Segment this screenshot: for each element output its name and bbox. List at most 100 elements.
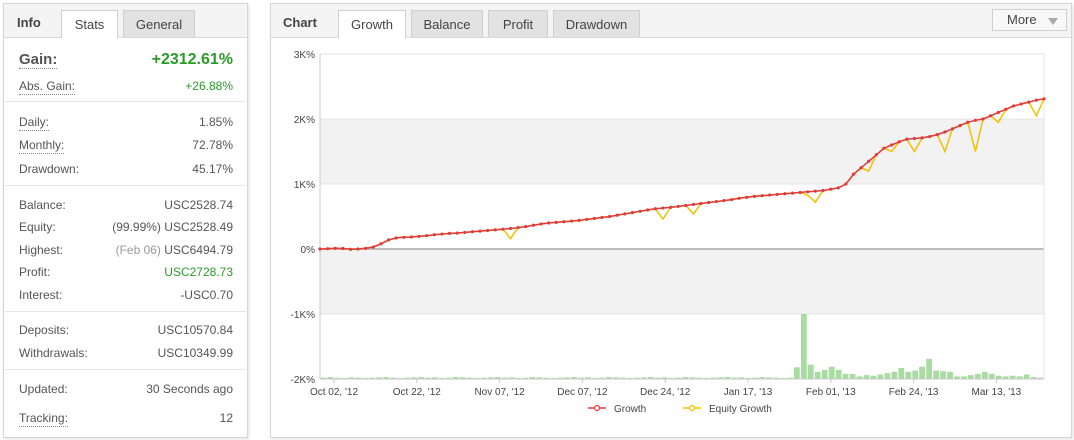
growth-point — [668, 205, 673, 209]
daily-bar — [849, 373, 856, 379]
daily-bar — [814, 371, 821, 379]
x-tick-label: Dec 07, '12 — [557, 387, 608, 398]
growth-point — [844, 182, 848, 186]
growth-point — [531, 223, 535, 227]
growth-point — [829, 187, 833, 191]
tab-stats[interactable]: Stats — [61, 10, 118, 38]
growth-point — [966, 120, 970, 124]
daily-bar — [640, 377, 647, 379]
abs-gain-row: Abs. Gain: +26.88% — [19, 78, 233, 95]
growth-point — [569, 219, 574, 223]
growth-point — [539, 222, 543, 226]
growth-point — [882, 146, 886, 150]
highest-value-group: (Feb 06) USC6494.79 — [116, 242, 233, 258]
balance-value: USC2528.74 — [164, 198, 233, 212]
y-tick-label: 3K% — [294, 50, 315, 61]
divider — [5, 369, 246, 370]
equity-percent: (99.99%) — [112, 220, 161, 234]
growth-point — [653, 207, 657, 211]
equity-row: Equity: (99.99%) USC2528.49 — [19, 219, 233, 235]
daily-bar — [863, 375, 870, 379]
growth-point — [592, 216, 596, 221]
daily-bar — [842, 373, 849, 379]
growth-point — [859, 166, 863, 170]
legend-equity-growth-marker — [688, 404, 696, 412]
legend-growth-label: Growth — [614, 404, 646, 415]
growth-point — [333, 246, 337, 250]
daily-bar — [968, 375, 974, 379]
daily-bar — [912, 370, 919, 379]
interest-value: -USC0.70 — [180, 288, 233, 302]
growth-point — [646, 208, 650, 212]
growth-point — [737, 196, 741, 200]
daily-bar — [411, 377, 417, 379]
daily-bar — [682, 377, 689, 379]
growth-point — [547, 221, 551, 225]
daily-bar — [557, 377, 564, 379]
growth-point — [958, 123, 962, 128]
growth-point — [897, 140, 901, 144]
daily-bar — [654, 377, 661, 379]
growth-point — [455, 231, 459, 235]
growth-point — [615, 213, 619, 217]
daily-bar — [647, 377, 654, 379]
growth-point — [440, 232, 444, 236]
growth-point — [493, 228, 497, 232]
daily-bar — [633, 377, 640, 379]
withdrawals-row: Withdrawals: USC10349.99 — [19, 345, 233, 361]
daily-bar — [1037, 377, 1044, 379]
x-tick-label: Oct 22, '12 — [393, 387, 441, 398]
profit-row: Profit: USC2728.73 — [19, 264, 233, 280]
daily-bar — [1016, 376, 1023, 379]
daily-bar — [926, 358, 933, 379]
daily-bar — [612, 377, 619, 379]
tab-profit[interactable]: Profit — [488, 10, 548, 37]
growth-point — [425, 234, 429, 238]
daily-bar — [689, 377, 696, 379]
daily-bar — [578, 377, 584, 379]
growth-point — [745, 195, 749, 199]
daily-bar — [606, 377, 612, 379]
tab-general[interactable]: General — [123, 10, 195, 37]
tab-drawdown[interactable]: Drawdown — [553, 10, 640, 37]
growth-point — [447, 231, 452, 235]
growth-point — [371, 245, 375, 249]
daily-bar — [731, 377, 738, 379]
daily-bar — [543, 377, 550, 379]
daily-bar — [835, 369, 842, 379]
growth-point — [661, 206, 665, 210]
gain-row: Gain: +2312.61% — [19, 52, 233, 72]
growth-point — [676, 204, 680, 209]
daily-bar — [431, 377, 438, 379]
tab-balance[interactable]: Balance — [411, 10, 483, 37]
deposits-row: Deposits: USC10570.84 — [19, 322, 233, 338]
growth-point — [623, 212, 627, 216]
y-tick-label: 2K% — [294, 115, 315, 126]
growth-point — [1019, 102, 1023, 106]
tab-growth[interactable]: Growth — [338, 10, 406, 38]
daily-bar — [821, 369, 828, 379]
divider — [5, 101, 246, 102]
more-label: More — [1007, 12, 1037, 27]
daily-bar — [981, 371, 988, 379]
growth-point — [386, 238, 391, 242]
daily-bar — [961, 376, 967, 379]
growth-point — [981, 117, 985, 121]
growth-point — [318, 247, 322, 251]
grid-band — [320, 314, 1044, 379]
highest-date: (Feb 06) — [115, 243, 161, 257]
more-dropdown[interactable]: More — [992, 9, 1067, 31]
daily-bar — [619, 377, 626, 379]
daily-bar — [599, 377, 605, 379]
growth-point — [729, 198, 734, 202]
tracking-link[interactable]: Tracking: — [19, 411, 68, 427]
drawdown-row: Drawdown: 45.17% — [19, 161, 233, 177]
daily-bar — [522, 377, 529, 379]
daily-bar — [759, 377, 765, 379]
growth-point — [989, 114, 993, 118]
growth-point — [722, 198, 726, 203]
daily-bar — [884, 373, 891, 379]
growth-point — [707, 200, 711, 205]
daily-bar — [536, 377, 543, 379]
growth-point — [836, 186, 840, 190]
